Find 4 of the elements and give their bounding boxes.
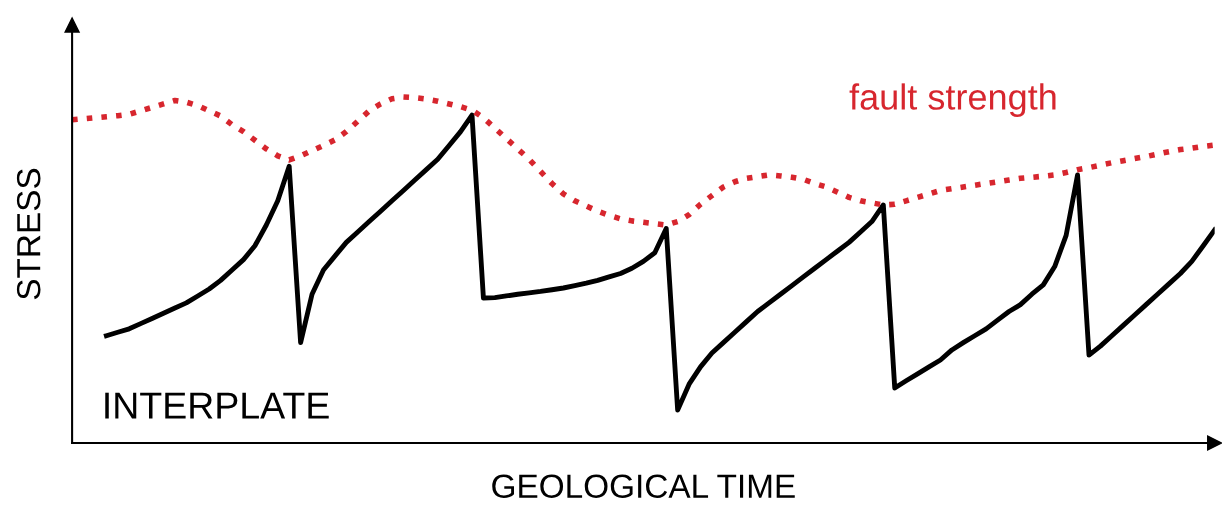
- annotation: INTERPLATE: [105, 392, 329, 419]
- x-axis-title: GEOLOGICAL TIME: [492, 474, 795, 499]
- series-label: fault strength: [849, 83, 1056, 117]
- y-axis-title: STRESS: [16, 168, 41, 300]
